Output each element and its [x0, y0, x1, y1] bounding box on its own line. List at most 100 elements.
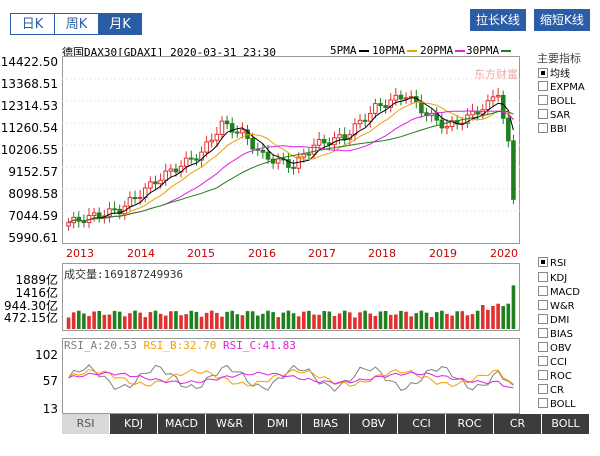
- main-ind-expma[interactable]: EXPMA: [538, 81, 585, 93]
- sub-ind-kdj[interactable]: KDJ: [538, 272, 567, 284]
- volume-bar: [235, 314, 240, 329]
- indicator-tabs: RSI KDJ MACD W&R DMI BIAS OBV CCI ROC CR…: [62, 414, 590, 434]
- candle-body: [214, 133, 220, 141]
- rsi-c-label: RSI_C:41.83: [222, 339, 296, 352]
- checkbox-icon: [538, 81, 548, 91]
- rsi-tick: 13: [42, 402, 58, 416]
- volume-bar: [460, 311, 465, 329]
- volume-tick: 1416亿: [15, 286, 58, 300]
- tab-daily[interactable]: 日K: [10, 13, 54, 35]
- ind-label: 均线: [550, 69, 570, 80]
- candle-body: [321, 139, 327, 144]
- volume-bar: [92, 311, 96, 329]
- tab-wr[interactable]: W&R: [206, 414, 253, 434]
- tab-weekly[interactable]: 周K: [54, 13, 98, 35]
- volume-bar: [148, 312, 153, 329]
- volume-bar: [496, 303, 500, 329]
- tab-macd[interactable]: MACD: [158, 414, 205, 434]
- candle-body: [188, 157, 194, 160]
- expand-kline-button[interactable]: 拉长K线: [470, 9, 526, 31]
- ind-label: MACD: [550, 287, 580, 298]
- sub-ind-roc[interactable]: ROC: [538, 370, 572, 382]
- tab-obv[interactable]: OBV: [350, 414, 397, 434]
- ind-label: BBI: [550, 124, 567, 135]
- volume-bar: [363, 310, 367, 329]
- tab-monthly[interactable]: 月K: [98, 13, 142, 35]
- volume-bar: [276, 317, 281, 329]
- main-ind-sar[interactable]: SAR: [538, 109, 570, 121]
- candle-body: [194, 158, 199, 161]
- candle-body: [419, 101, 424, 114]
- tab-dmi[interactable]: DMI: [254, 414, 301, 434]
- volume-chart: [62, 263, 520, 331]
- volume-bar: [399, 310, 403, 329]
- sub-ind-macd[interactable]: MACD: [538, 286, 580, 298]
- checkbox-icon: [538, 384, 548, 394]
- tab-cr[interactable]: CR: [494, 414, 541, 434]
- sub-ind-wr[interactable]: W&R: [538, 300, 575, 312]
- tab-bias[interactable]: BIAS: [302, 414, 349, 434]
- candle-body: [163, 170, 169, 181]
- year-tick: 2019: [429, 247, 457, 260]
- ma20-label: 20PMA: [420, 44, 454, 57]
- volume-bar: [250, 311, 255, 329]
- year-tick: 2020: [490, 247, 518, 260]
- tab-boll[interactable]: BOLL: [542, 414, 589, 434]
- candle-body: [158, 179, 163, 185]
- shrink-kline-button[interactable]: 缩短K线: [534, 9, 590, 31]
- checkbox-icon: [538, 328, 548, 338]
- candle-body: [209, 139, 215, 143]
- main-ind-bbi[interactable]: BBI: [538, 123, 567, 135]
- year-tick: 2013: [66, 247, 94, 260]
- ind-label: BOLL: [550, 399, 576, 410]
- candle-body: [137, 196, 143, 199]
- volume-bar: [327, 311, 332, 329]
- volume-bar: [409, 316, 413, 329]
- chart-title: 德国DAX30[GDAXI] 2020-03-31 23:30: [62, 46, 277, 59]
- volume-bar: [394, 314, 398, 329]
- ind-label: EXPMA: [550, 82, 585, 93]
- candle-body: [342, 134, 347, 140]
- rsi-line: [68, 364, 514, 392]
- sub-ind-cci[interactable]: CCI: [538, 356, 567, 368]
- volume-bar: [501, 306, 506, 329]
- sub-ind-bias[interactable]: BIAS: [538, 328, 573, 340]
- tab-roc[interactable]: ROC: [446, 414, 493, 434]
- volume-bar: [169, 311, 173, 329]
- rsi-a-label: RSI_A:20.53: [64, 339, 137, 352]
- sub-ind-rsi[interactable]: RSI: [538, 257, 566, 269]
- volume-bar: [491, 305, 495, 329]
- candle-body: [127, 197, 133, 207]
- candle-body: [229, 123, 235, 133]
- volume-bar: [301, 311, 306, 329]
- volume-bar: [97, 310, 102, 329]
- sub-ind-cr[interactable]: CR: [538, 384, 564, 396]
- volume-bar: [373, 315, 378, 329]
- ind-label: DMI: [550, 315, 570, 326]
- candle-body: [362, 119, 368, 122]
- volume-bar: [368, 313, 373, 329]
- period-tabs: 日K 周K 月K: [10, 13, 142, 35]
- tab-rsi[interactable]: RSI: [62, 414, 109, 434]
- main-ind-ma[interactable]: 均线: [538, 65, 570, 80]
- volume-bar: [102, 314, 107, 329]
- sub-ind-obv[interactable]: OBV: [538, 342, 571, 354]
- tab-kdj[interactable]: KDJ: [110, 414, 157, 434]
- sub-ind-dmi[interactable]: DMI: [538, 314, 569, 326]
- candlestick-chart: 东方财富网 eastmoney.com: [62, 56, 520, 244]
- volume-bar: [225, 311, 229, 329]
- candle-body: [306, 153, 312, 156]
- ma10-label: 10PMA: [372, 44, 406, 57]
- volume-bar: [475, 310, 480, 329]
- volume-bar: [184, 314, 188, 329]
- main-ind-boll[interactable]: BOLL: [538, 95, 576, 107]
- tab-cci[interactable]: CCI: [398, 414, 445, 434]
- sub-ind-boll[interactable]: BOLL: [538, 398, 576, 410]
- checkbox-icon: [538, 314, 548, 324]
- volume-bar: [189, 310, 194, 329]
- checkbox-icon: [538, 300, 548, 310]
- volume-bar: [66, 317, 71, 329]
- ind-label: RSI: [550, 258, 567, 269]
- ind-label: KDJ: [550, 273, 568, 284]
- rsi-chart: [62, 338, 520, 414]
